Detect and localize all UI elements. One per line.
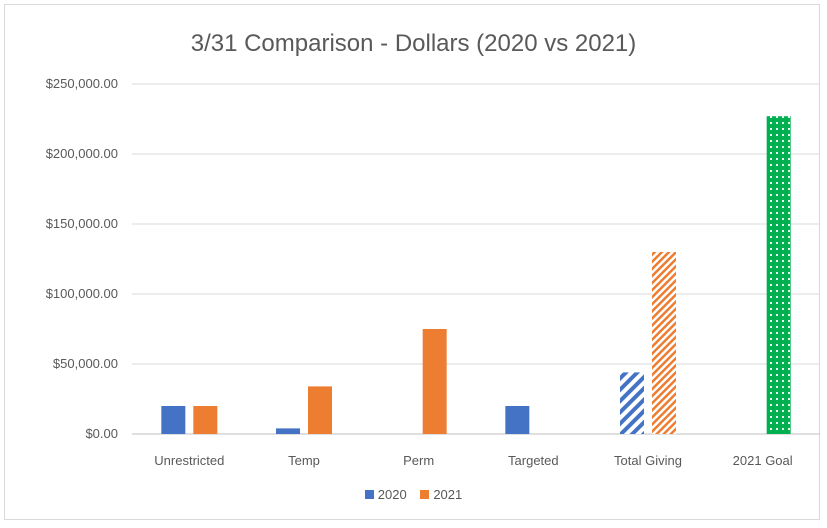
bar-2021-perm xyxy=(422,329,447,434)
bar-2021-total-giving xyxy=(652,252,676,434)
x-tick-label: Targeted xyxy=(508,453,559,468)
bar-2021-2021-goal xyxy=(766,116,791,434)
bar-2020-unrestricted xyxy=(161,406,186,434)
y-tick-label: $0.00 xyxy=(85,426,118,441)
y-tick-label: $100,000.00 xyxy=(46,286,118,301)
x-tick-label: Temp xyxy=(288,453,320,468)
legend-item-2020: 2020 xyxy=(364,487,407,502)
x-tick-label: Perm xyxy=(403,453,434,468)
legend-swatch-2021 xyxy=(420,490,430,499)
legend-swatch-2020 xyxy=(364,490,374,499)
chart-legend: 2020 2021 xyxy=(0,487,827,502)
chart-title: 3/31 Comparison - Dollars (2020 vs 2021) xyxy=(190,30,637,57)
x-tick-label: Total Giving xyxy=(614,453,682,468)
x-tick-label: Unrestricted xyxy=(154,453,224,468)
legend-label-2021: 2021 xyxy=(433,487,463,502)
bar-2020-total-giving xyxy=(620,372,644,434)
y-tick-label: $250,000.00 xyxy=(46,76,118,91)
bar-2021-temp xyxy=(308,386,332,434)
bar-2020-temp xyxy=(276,428,300,434)
legend-item-2021: 2021 xyxy=(420,487,462,502)
bar-2021-unrestricted xyxy=(193,406,218,434)
bar-2020-targeted xyxy=(505,406,530,434)
y-tick-label: $150,000.00 xyxy=(46,216,118,231)
x-tick-label: 2021 Goal xyxy=(733,453,793,468)
legend-label-2020: 2020 xyxy=(377,487,407,502)
y-tick-label: $200,000.00 xyxy=(46,146,118,161)
y-tick-label: $50,000.00 xyxy=(53,356,118,371)
